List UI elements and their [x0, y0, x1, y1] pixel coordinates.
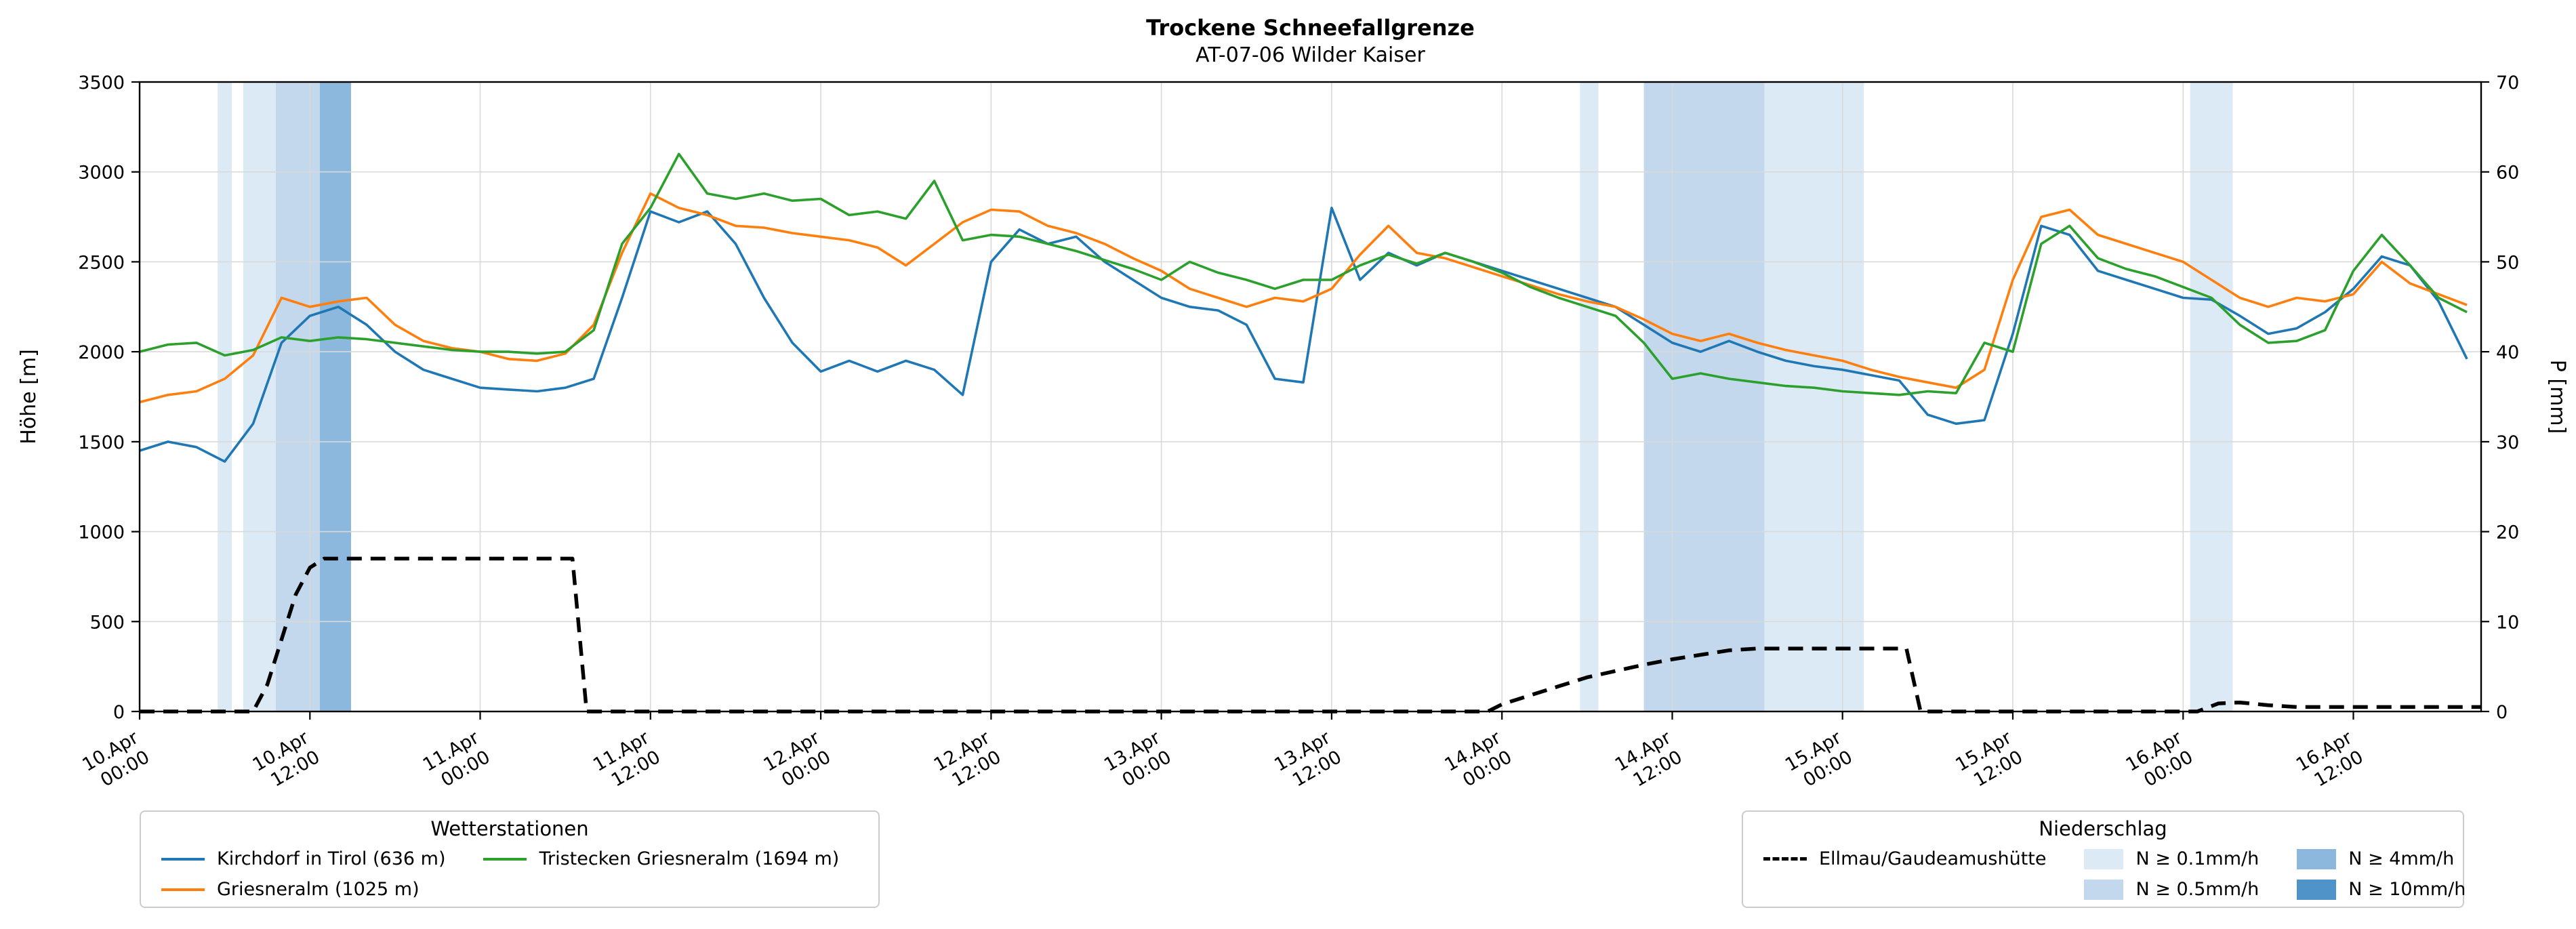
y-right-tick-label: 50 [2496, 252, 2519, 273]
x-tick-label: 11.Apr00:00 [420, 727, 494, 796]
y-left-tick-label: 2000 [78, 342, 125, 363]
legend-niederschlag: Niederschlag Ellmau/Gaudeamushütte N ≥ 0… [1742, 810, 2466, 908]
plot-border [138, 81, 2482, 713]
y-right-axis-label: P [mm] [2546, 360, 2569, 434]
series-line-2 [139, 152, 2468, 396]
precip-band [1643, 82, 1765, 711]
precip-bands [218, 82, 2233, 711]
precip-band [319, 82, 351, 711]
y-right-tick-label: 40 [2496, 342, 2519, 363]
gridlines [139, 81, 2481, 712]
y-right-tick-label: 10 [2496, 612, 2519, 633]
y-left-tick-label: 3500 [78, 73, 125, 94]
precip-band [243, 82, 277, 711]
ellmau-dashed-line-sample-icon [1763, 857, 1807, 861]
axis-tick-labels: 0 500 1000 1500 2000 2500 3000 3500 0 10 20 30 40 50 6… [78, 73, 2519, 796]
griesneralm-line-sample-icon [161, 888, 205, 891]
y-left-tick-label: 0 [113, 702, 125, 723]
legend-entry-precip-10: N ≥ 10mm/h [2297, 879, 2466, 900]
y-right-tick-label: 30 [2496, 432, 2519, 453]
x-tick-label: 10.Apr00:00 [79, 727, 153, 796]
legend-wetterstationen: Wetterstationen Kirchdorf in Tirol (636 … [140, 810, 880, 908]
tristecken-line-sample-icon [483, 857, 527, 861]
precip-01-swatch-icon [2084, 848, 2124, 869]
chart-subtitle: AT-07-06 Wilder Kaiser [1195, 43, 1425, 67]
legend-wetterstationen-entries: Kirchdorf in Tirol (636 m) Griesneralm (… [141, 840, 878, 900]
precip-band [218, 82, 232, 711]
series-line-0 [139, 206, 2468, 463]
y-left-tick-label: 1500 [78, 432, 125, 453]
legend-entry-precip-05-label: N ≥ 0.5mm/h [2135, 879, 2260, 900]
y-right-tick-label: 70 [2496, 73, 2519, 94]
legend-niederschlag-title: Niederschlag [2039, 817, 2167, 840]
legend-entry-tristecken-label: Tristecken Griesneralm (1694 m) [539, 848, 840, 869]
y-right-tick-label: 0 [2496, 702, 2508, 723]
x-tick-label: 13.Apr00:00 [1101, 727, 1175, 796]
x-tick-label: 15.Apr12:00 [1952, 727, 2026, 796]
y-right-tick-label: 20 [2496, 522, 2519, 543]
series-line-3 [140, 556, 2481, 714]
legend-entry-griesneralm-label: Griesneralm (1025 m) [217, 879, 420, 900]
legend-entry-ellmau: Ellmau/Gaudeamushütte [1763, 848, 2046, 869]
kirchdorf-line-sample-icon [161, 857, 205, 861]
x-tick-label: 15.Apr00:00 [1782, 727, 1856, 796]
x-tick-label: 13.Apr12:00 [1271, 727, 1345, 796]
precip-band [2190, 82, 2233, 711]
legend-entry-griesneralm: Griesneralm (1025 m) [161, 879, 445, 900]
y-left-axis-label: Höhe [m] [17, 349, 41, 445]
x-tick-label: 14.Apr00:00 [1442, 727, 1516, 796]
legend-entry-kirchdorf-label: Kirchdorf in Tirol (636 m) [217, 848, 446, 869]
precip-band [1580, 82, 1599, 711]
legend-entry-precip-10-label: N ≥ 10mm/h [2348, 879, 2466, 900]
y-right-tick-label: 60 [2496, 163, 2519, 184]
precip-10-swatch-icon [2297, 879, 2337, 900]
y-left-tick-label: 2500 [78, 252, 125, 273]
x-tick-label: 12.Apr12:00 [931, 727, 1005, 796]
legend-entry-kirchdorf: Kirchdorf in Tirol (636 m) [161, 848, 445, 869]
x-tick-label: 14.Apr12:00 [1612, 727, 1686, 796]
legend-niederschlag-entries: Ellmau/Gaudeamushütte N ≥ 0.1mm/h N ≥ 0.… [1743, 840, 2466, 900]
y-left-tick-label: 1000 [78, 522, 125, 543]
legend-entry-precip-01-label: N ≥ 0.1mm/h [2135, 848, 2260, 869]
x-tick-label: 10.Apr12:00 [249, 727, 324, 796]
chart-title: Trockene Schneefallgrenze [1146, 15, 1475, 41]
legend-entry-precip-05: N ≥ 0.5mm/h [2084, 879, 2259, 900]
x-tick-label: 16.Apr00:00 [2123, 727, 2197, 796]
y-left-tick-label: 3000 [78, 163, 125, 184]
legend-entry-tristecken: Tristecken Griesneralm (1694 m) [483, 848, 839, 869]
precip-4-swatch-icon [2297, 848, 2337, 869]
legend-wetterstationen-title: Wetterstationen [430, 817, 589, 840]
x-tick-label: 16.Apr12:00 [2293, 727, 2367, 796]
legend-entry-ellmau-label: Ellmau/Gaudeamushütte [1819, 848, 2047, 869]
legend-entry-precip-01: N ≥ 0.1mm/h [2084, 848, 2259, 869]
axis-ticks [131, 81, 2489, 720]
y-left-tick-label: 500 [89, 612, 125, 633]
x-tick-label: 12.Apr00:00 [760, 727, 834, 796]
series-line-1 [139, 192, 2468, 404]
precip-band [1764, 82, 1864, 711]
x-tick-label: 11.Apr12:00 [590, 727, 664, 796]
legend-entry-precip-4: N ≥ 4mm/h [2297, 848, 2466, 869]
legend-entry-precip-4-label: N ≥ 4mm/h [2348, 848, 2455, 869]
precip-05-swatch-icon [2084, 879, 2124, 900]
precip-band [276, 82, 320, 711]
